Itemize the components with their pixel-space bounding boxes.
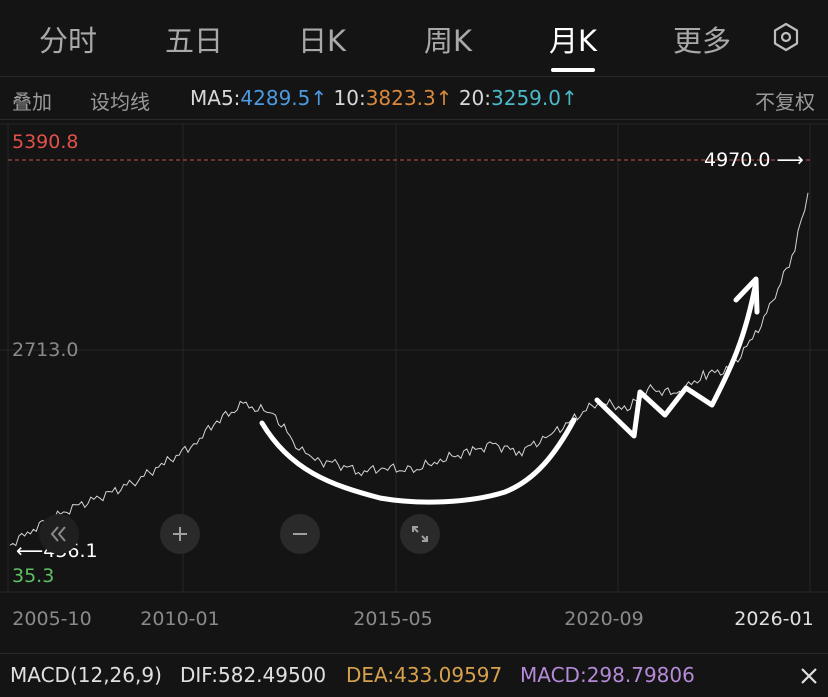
settings-hexagon-icon[interactable] xyxy=(769,20,803,54)
chart-grid xyxy=(0,123,828,593)
indicator-toolbar: 叠加 设均线 MA5:4289.5↑ 10:3823.3↑ 20:3259.0↑… xyxy=(0,80,828,114)
macd-params[interactable]: MACD(12,26,9) xyxy=(10,663,162,687)
x-tick-label: 2020-09 xyxy=(564,608,644,630)
macd-readout: MACD(12,26,9) DIF:582.49500 DEA:433.0959… xyxy=(0,654,828,697)
double-chevron-left-icon xyxy=(50,526,66,542)
macd-divider xyxy=(0,653,828,654)
active-tab-indicator xyxy=(551,68,595,72)
macd-dea: DEA:433.09597 xyxy=(346,663,503,687)
zoom-in-button[interactable] xyxy=(160,514,200,554)
ma-readout: MA5:4289.5↑ 10:3823.3↑ 20:3259.0↑ xyxy=(190,86,578,110)
macd-dif: DIF:582.49500 xyxy=(180,663,327,687)
ma5-value: 4289.5↑ xyxy=(240,86,328,110)
expand-icon xyxy=(412,526,428,542)
x-tick-label: 2010-01 xyxy=(140,608,220,630)
close-icon[interactable] xyxy=(796,663,822,689)
left-arrow-icon: ⟵ xyxy=(16,540,44,562)
x-tick-label: 2005-10 xyxy=(12,608,92,630)
high-price-label: 5390.8 xyxy=(12,131,79,153)
zoom-out-button[interactable] xyxy=(280,514,320,554)
arrowhead-icon xyxy=(733,276,760,315)
minus-icon xyxy=(293,533,307,535)
plus-icon xyxy=(173,527,187,541)
ma20-label: 20: xyxy=(458,86,491,110)
cup-curve-annotation xyxy=(259,417,577,505)
adjust-toggle[interactable]: 不复权 xyxy=(755,90,815,114)
last-price-label: 4970.0 ⟶ xyxy=(704,149,804,171)
price-line xyxy=(9,192,809,547)
period-tabs: 分时 五日 日K 周K 月K 更多 xyxy=(0,0,828,76)
tab-daily-k[interactable]: 日K xyxy=(297,24,347,58)
right-arrow-icon: ⟶ xyxy=(770,149,804,171)
last-price-value: 4970.0 xyxy=(704,149,771,171)
x-tick-label: 2026-01 xyxy=(734,608,814,630)
price-chart[interactable] xyxy=(0,0,828,654)
overlay-button[interactable]: 叠加 xyxy=(12,90,52,114)
tab-more[interactable]: 更多 xyxy=(672,24,732,58)
tab-intraday[interactable]: 分时 xyxy=(38,24,98,58)
mid-price-label: 2713.0 xyxy=(12,339,79,361)
x-tick-label: 2015-05 xyxy=(353,608,433,630)
low-price-label: 35.3 xyxy=(12,565,55,587)
ma10-label: 10: xyxy=(333,86,366,110)
macd-value: MACD:298.79806 xyxy=(520,663,695,687)
toolbar-divider xyxy=(0,119,828,120)
tab-five-day[interactable]: 五日 xyxy=(164,24,224,58)
ma20-value: 3259.0↑ xyxy=(491,86,578,110)
set-ma-button[interactable]: 设均线 xyxy=(90,90,150,114)
tabs-divider xyxy=(0,76,828,77)
tab-weekly-k[interactable]: 周K xyxy=(423,24,473,58)
fullscreen-button[interactable] xyxy=(400,514,440,554)
uptrend-arrow-annotation xyxy=(594,279,759,439)
price-series xyxy=(9,192,809,547)
hand-drawn-annotations xyxy=(259,276,760,505)
ma10-value: 3823.3↑ xyxy=(365,86,453,110)
ma5-label: MA5: xyxy=(190,86,241,110)
scroll-left-button[interactable] xyxy=(39,514,79,554)
tab-monthly-k[interactable]: 月K xyxy=(548,24,598,58)
